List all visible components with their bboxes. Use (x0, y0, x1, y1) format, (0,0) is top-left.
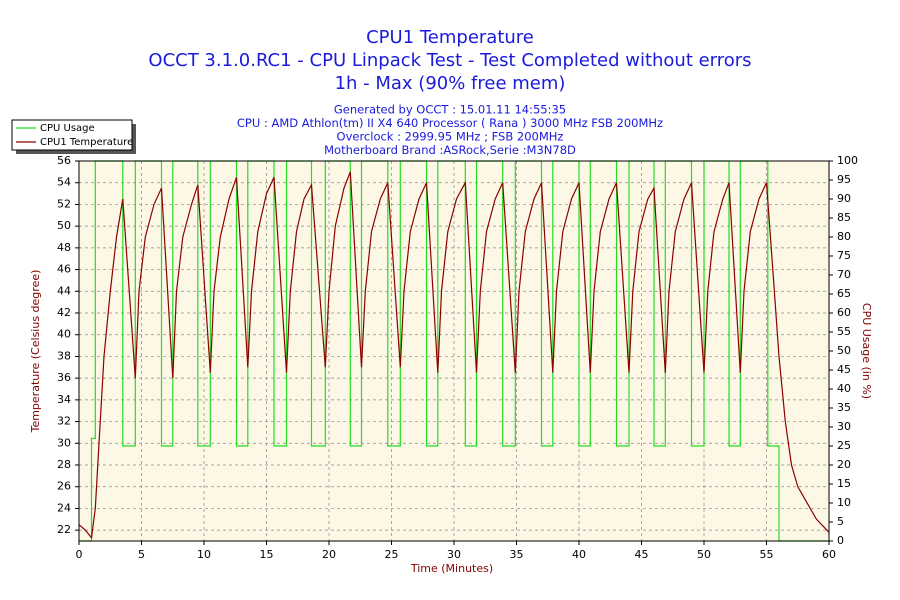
y2-tick-label: 10 (837, 496, 851, 509)
y2-tick-label: 30 (837, 420, 851, 433)
x-axis-label: Time (Minutes) (410, 562, 493, 575)
y-tick-label: 38 (57, 349, 71, 362)
y2-tick-label: 35 (837, 401, 851, 414)
y2-tick-label: 85 (837, 211, 851, 224)
y2-tick-label: 60 (837, 306, 851, 319)
y-tick-label: 36 (57, 371, 71, 384)
chart-subtitle: Motherboard Brand :ASRock,Serie :M3N78D (324, 143, 576, 157)
y-tick-label: 22 (57, 523, 71, 536)
x-tick-label: 35 (510, 548, 524, 561)
legend (11, 119, 133, 151)
y-tick-label: 54 (57, 176, 71, 189)
chart-subtitle: Overclock : 2999.95 MHz ; FSB 200MHz (337, 130, 564, 144)
series-line (78, 171, 830, 540)
plot-frame (78, 160, 830, 542)
y2-tick-label: 100 (837, 154, 858, 167)
x-tick-label: 0 (76, 548, 83, 561)
x-tick-label: 25 (385, 548, 399, 561)
y2-tick-label: 25 (837, 439, 851, 452)
chart-title: 1h - Max (90% free mem) (335, 73, 566, 94)
legend-label: CPU Usage (40, 123, 95, 134)
y2-tick-label: 55 (837, 325, 851, 338)
y2-tick-label: 15 (837, 477, 851, 490)
y2-tick-label: 65 (837, 287, 851, 300)
y-tick-label: 40 (57, 328, 71, 341)
x-tick-label: 60 (822, 548, 836, 561)
x-tick-label: 10 (197, 548, 211, 561)
y-tick-label: 30 (57, 436, 71, 449)
y2-tick-label: 70 (837, 268, 851, 281)
y-axis-label: Temperature (Celsius degree) (29, 270, 42, 434)
chart-subtitle: CPU : AMD Athlon(tm) II X4 640 Processor… (237, 116, 663, 130)
y2-tick-label: 40 (837, 382, 851, 395)
chart-title: CPU1 Temperature (366, 27, 534, 48)
x-tick-label: 55 (760, 548, 774, 561)
y-tick-label: 52 (57, 197, 71, 210)
y2-tick-label: 95 (837, 173, 851, 186)
y2-tick-label: 90 (837, 192, 851, 205)
y-tick-label: 48 (57, 241, 71, 254)
x-tick-label: 5 (138, 548, 145, 561)
y-tick-label: 44 (57, 284, 71, 297)
y2-tick-label: 20 (837, 458, 851, 471)
y-tick-label: 56 (57, 154, 71, 167)
y-tick-label: 32 (57, 415, 71, 428)
y2-tick-label: 50 (837, 344, 851, 357)
x-tick-label: 40 (572, 548, 586, 561)
y-tick-label: 24 (57, 501, 71, 514)
y2-tick-label: 80 (837, 230, 851, 243)
y-tick-label: 34 (57, 393, 71, 406)
x-tick-label: 45 (635, 548, 649, 561)
y2-tick-label: 75 (837, 249, 851, 262)
y2-tick-label: 45 (837, 363, 851, 376)
x-tick-label: 20 (322, 548, 336, 561)
y2-tick-label: 0 (837, 534, 844, 547)
y-tick-label: 46 (57, 263, 71, 276)
legend-label: CPU1 Temperature (40, 137, 133, 148)
y2-axis-label: CPU Usage (in %) (860, 303, 873, 399)
chart-title: OCCT 3.1.0.RC1 - CPU Linpack Test - Test… (148, 50, 751, 71)
chart-subtitle: Generated by OCCT : 15.01.11 14:55:35 (334, 103, 566, 117)
x-tick-label: 15 (260, 548, 274, 561)
y2-tick-label: 5 (837, 515, 844, 528)
x-tick-label: 50 (697, 548, 711, 561)
y-tick-label: 28 (57, 458, 71, 471)
y-tick-label: 42 (57, 306, 71, 319)
y-tick-label: 50 (57, 219, 71, 232)
x-tick-label: 30 (447, 548, 461, 561)
y-tick-label: 26 (57, 480, 71, 493)
